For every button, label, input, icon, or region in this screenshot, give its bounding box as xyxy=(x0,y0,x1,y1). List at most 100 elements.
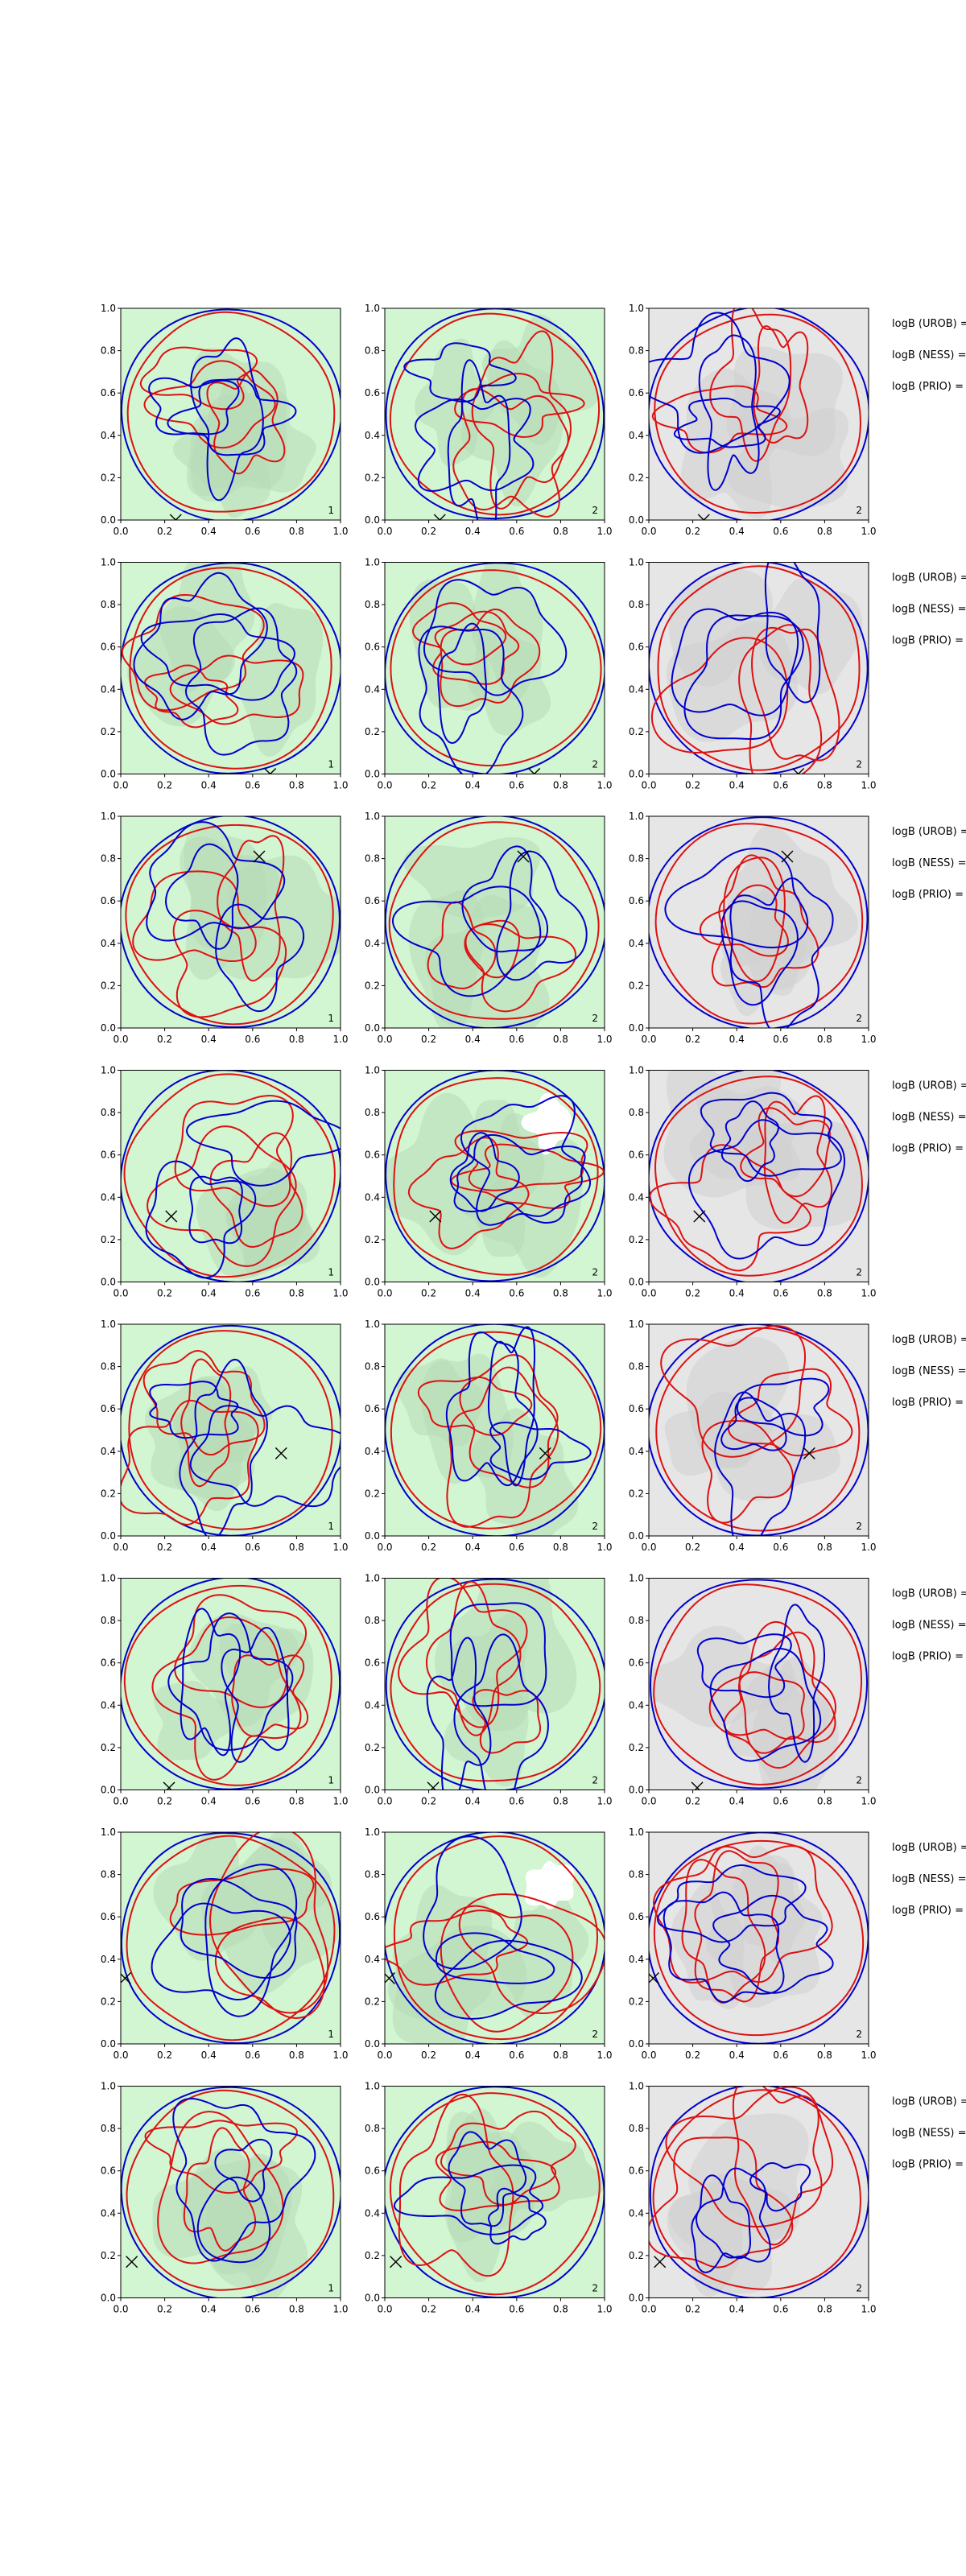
axes-frame xyxy=(120,1070,341,1282)
x-tick-label: 0.4 xyxy=(729,1542,745,1553)
panel-number: 2 xyxy=(592,505,598,516)
x-tick-label: 1.0 xyxy=(597,1288,612,1299)
contour-line-red xyxy=(653,1839,865,2037)
panel-number: 2 xyxy=(856,2029,862,2040)
y-tick-label: 0.2 xyxy=(101,1996,116,2007)
contour-line-blue xyxy=(649,1832,869,2044)
contour-line-red xyxy=(654,1075,863,1277)
annotation-prio: logB (PRIO) = xyxy=(892,1651,964,1663)
x-tick-label: 0.0 xyxy=(113,1034,128,1045)
panel-r7-c2: 2 0.0 0.2 0.4 0.6 0.8 1.0 0.0 0.2 0.4 0.6 0.8 1.0 xyxy=(365,1827,613,2061)
axes-frame xyxy=(120,1578,341,1790)
contour-line-blue xyxy=(121,816,341,1028)
y-tick-label: 0.4 xyxy=(629,1446,644,1457)
y-tick-label: 0.6 xyxy=(101,387,116,398)
y-tick-label: 0.6 xyxy=(629,1657,644,1669)
y-tick-label: 1.0 xyxy=(101,1827,116,1838)
x-tick-label: 0.2 xyxy=(157,1288,172,1299)
x-tick-label: 0.0 xyxy=(377,2050,392,2061)
x-tick-label: 0.6 xyxy=(509,526,524,537)
x-tick-label: 0.0 xyxy=(377,1034,392,1045)
contour-line-blue xyxy=(148,377,240,436)
contour-line-blue xyxy=(453,1133,586,1224)
y-tick-label: 0.8 xyxy=(365,1361,380,1373)
contour-line-blue xyxy=(121,1832,341,2044)
plot-area xyxy=(649,308,869,520)
contour-line-blue xyxy=(683,614,804,741)
y-tick-label: 0.0 xyxy=(101,769,116,780)
panel-number: 2 xyxy=(592,1267,598,1278)
annotation-urob: logB (UROB) = xyxy=(892,1334,966,1346)
y-tick-label: 0.2 xyxy=(365,1996,380,2007)
x-tick-label: 0.8 xyxy=(817,1288,832,1299)
y-tick-label: 0.8 xyxy=(365,2123,380,2134)
y-tick-label: 0.8 xyxy=(365,1869,380,1880)
y-tick-label: 1.0 xyxy=(101,1065,116,1076)
x-tick-label: 0.0 xyxy=(113,526,128,537)
y-tick-label: 1.0 xyxy=(101,1319,116,1330)
y-tick-label: 0.2 xyxy=(101,472,116,483)
contour-line-red xyxy=(738,1631,836,1754)
y-tick-label: 1.0 xyxy=(629,2081,644,2092)
x-tick-label: 0.8 xyxy=(289,2050,304,2061)
y-tick-label: 0.8 xyxy=(629,853,644,865)
y-tick-label: 0.8 xyxy=(365,853,380,865)
x-tick-label: 0.2 xyxy=(421,780,436,791)
x-tick-label: 0.2 xyxy=(157,526,172,537)
axes-frame xyxy=(384,562,605,774)
y-tick-label: 0.6 xyxy=(101,1403,116,1414)
contour-line-red xyxy=(128,1330,333,1530)
axes-frame xyxy=(648,1323,869,1537)
x-tick-label: 0.8 xyxy=(817,1542,832,1553)
contour-line-red xyxy=(751,626,840,762)
panel-r5-c3: 2 0.0 0.2 0.4 0.6 0.8 1.0 0.0 0.2 0.4 0.6 0.8 1.0 xyxy=(629,1319,877,1553)
contour-line-blue xyxy=(673,397,781,448)
plot-area xyxy=(121,2086,341,2298)
contour-line-blue xyxy=(385,1070,605,1282)
contour-line-red xyxy=(169,1868,315,1936)
contour-line-red xyxy=(147,1125,297,1267)
plot-area xyxy=(649,1832,869,2044)
contour-line-red xyxy=(654,823,864,1025)
annotation-prio: logB (PRIO) = xyxy=(892,381,964,393)
filled-contour-region xyxy=(759,578,863,695)
contour-line-blue xyxy=(663,1891,785,2004)
cross-marker xyxy=(433,514,446,520)
contour-line-blue xyxy=(423,579,568,696)
y-tick-label: 0.4 xyxy=(629,683,644,695)
panel-number: 1 xyxy=(328,505,334,516)
panel-number: 2 xyxy=(592,1013,598,1024)
y-tick-label: 1.0 xyxy=(365,811,380,822)
panel-number: 1 xyxy=(328,1775,334,1786)
x-tick-label: 0.0 xyxy=(377,1288,392,1299)
y-tick-label: 0.6 xyxy=(629,2165,644,2177)
y-tick-label: 0.0 xyxy=(365,1785,380,1796)
x-tick-label: 0.4 xyxy=(201,1796,217,1807)
y-tick-label: 0.4 xyxy=(101,683,116,695)
panel-r6-c3: 2 0.0 0.2 0.4 0.6 0.8 1.0 0.0 0.2 0.4 0.6 0.8 1.0 xyxy=(629,1573,877,1807)
x-tick-label: 0.2 xyxy=(685,2304,700,2315)
y-tick-label: 0.2 xyxy=(629,472,644,483)
x-tick-label: 1.0 xyxy=(597,1796,612,1807)
row-annotations-r8: logB (UROB) = logB (NESS) = logB (PRIO) = xyxy=(892,2096,966,2171)
contour-line-blue xyxy=(426,1637,492,1790)
cross-marker xyxy=(792,768,805,774)
y-tick-label: 0.0 xyxy=(101,1530,116,1542)
x-tick-label: 1.0 xyxy=(861,2304,876,2315)
cross-marker xyxy=(693,1210,706,1223)
y-tick-label: 1.0 xyxy=(365,1065,380,1076)
axes-frame xyxy=(384,2086,605,2298)
contour-line-red xyxy=(660,1325,807,1458)
y-tick-label: 0.0 xyxy=(629,1530,644,1542)
contour-line-blue xyxy=(121,1070,341,1282)
contour-line-red xyxy=(390,1583,601,1782)
contour-line-blue xyxy=(385,1578,605,1790)
y-tick-label: 0.0 xyxy=(101,2293,116,2304)
row-annotations-r3: logB (UROB) = logB (NESS) = logB (PRIO) = xyxy=(892,826,966,901)
x-tick-label: 0.2 xyxy=(157,1542,172,1553)
contour-line-blue xyxy=(204,1864,298,2017)
row-annotations-r7: logB (UROB) = logB (NESS) = logB (PRIO) = xyxy=(892,1842,966,1917)
contour-line-blue xyxy=(649,562,869,774)
panel-number: 1 xyxy=(328,2283,334,2294)
contour-line-red xyxy=(123,1073,336,1278)
